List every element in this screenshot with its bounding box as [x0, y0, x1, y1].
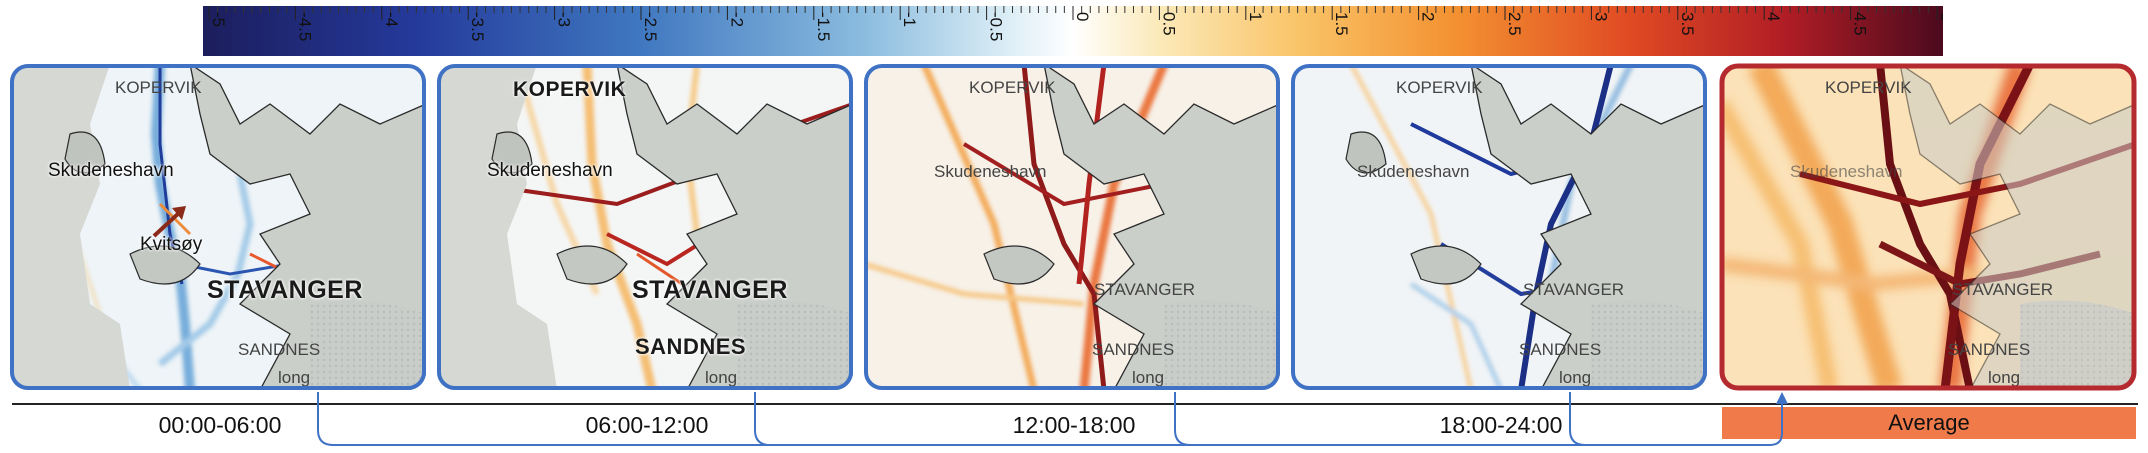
map-2 — [864, 64, 1280, 390]
label-jong: long — [1132, 368, 1165, 387]
panel-border-1 — [437, 64, 853, 390]
label-kopervik: KOPERVIK — [1396, 78, 1483, 97]
label-jong: long — [278, 368, 311, 387]
map-0 — [10, 64, 426, 390]
colorbar-tick-label: 2 — [1419, 12, 1438, 21]
label-stavanger: STAVANGER — [1952, 280, 2054, 299]
colorbar-tick-label: 4.5 — [1851, 12, 1870, 36]
map-panel-06-12: KOPERVIK Skudeneshavn STAVANGER SANDNES … — [437, 64, 853, 390]
colorbar-tick-label: 2.5 — [1505, 12, 1524, 36]
label-kvitsoy: Kvitsøy — [140, 234, 203, 255]
label-sandnes: SANDNES — [1092, 340, 1175, 359]
label-sandnes: SANDNES — [1519, 340, 1602, 359]
colorbar-tick-label: -4.5 — [295, 12, 314, 41]
map-panel-12-18: KOPERVIK Skudeneshavn STAVANGER SANDNES … — [864, 64, 1280, 390]
label-skudeneshavn: Skudeneshavn — [934, 162, 1047, 181]
colorbar-tick-label: 3 — [1591, 12, 1610, 21]
colorbar-tick-label: 3.5 — [1678, 12, 1697, 36]
label-jong: long — [1559, 368, 1592, 387]
colorbar-tick-label: -3 — [555, 12, 574, 27]
label-skudeneshavn: Skudeneshavn — [1357, 162, 1470, 181]
colorbar-tick-label: -4 — [382, 12, 401, 27]
panel-border-average — [1719, 63, 2137, 391]
time-label-18-24: 18:00-24:00 — [1439, 412, 1563, 438]
label-kopervik: KOPERVIK — [513, 78, 627, 101]
kvitsoy-arrow-icon — [152, 206, 186, 238]
label-sandnes: SANDNES — [635, 334, 747, 359]
label-sandnes: SANDNES — [238, 340, 321, 359]
average-label: Average — [1722, 407, 2136, 439]
label-skudeneshavn: Skudeneshavn — [1790, 162, 1903, 181]
colorbar-tick-label: -1.5 — [814, 12, 833, 41]
label-skudeneshavn: Skudeneshavn — [48, 160, 174, 181]
colorbar-tick-label: 1 — [1246, 12, 1265, 21]
label-kopervik: KOPERVIK — [115, 78, 202, 97]
panel-border-0 — [10, 64, 426, 390]
map-3 — [1291, 64, 1707, 390]
map-4 — [1720, 64, 2136, 390]
colorbar-tick-label: -2.5 — [641, 12, 660, 41]
colorbar-tick-label: -1 — [900, 12, 919, 27]
label-jong: long — [705, 368, 738, 387]
time-label-12-18: 12:00-18:00 — [1012, 412, 1136, 438]
colorbar-minor-ticks — [208, 6, 1938, 20]
label-kopervik: KOPERVIK — [969, 78, 1056, 97]
colorbar-tick-label: 1.5 — [1332, 12, 1351, 36]
colorbar-tick-label: 5 — [1937, 12, 1943, 21]
label-jong: long — [1988, 368, 2021, 387]
label-stavanger: STAVANGER — [207, 276, 363, 304]
timeline-axis — [12, 403, 2138, 405]
map-panel-18-24: KOPERVIK Skudeneshavn STAVANGER SANDNES … — [1291, 64, 1707, 390]
label-stavanger: STAVANGER — [1523, 280, 1625, 299]
map-panel-00-06: KOPERVIK Skudeneshavn Kvitsøy STAVANGER … — [10, 64, 426, 390]
colorbar-tick-labels: -5 -4.5 -4 -3.5 -3 -2.5 -2 -1.5 -1 -0.5 0 0.5 1 1.5 2 2… — [209, 12, 1943, 41]
map-panel-average: KOPERVIK Skudeneshavn STAVANGER SANDNES … — [1720, 64, 2136, 390]
label-stavanger: STAVANGER — [1094, 280, 1196, 299]
panel-border-2 — [864, 64, 1280, 390]
colorbar-tick-label: -5 — [209, 12, 228, 27]
map-1 — [437, 64, 853, 390]
colorbar-tick-label: -0.5 — [987, 12, 1006, 41]
label-kopervik: KOPERVIK — [1825, 78, 1912, 97]
colorbar-tick-label: -3.5 — [468, 12, 487, 41]
time-label-06-12: 06:00-12:00 — [585, 412, 709, 438]
time-label-00-06: 00:00-06:00 — [158, 412, 282, 438]
label-stavanger: STAVANGER — [632, 276, 788, 304]
colorbar-tick-label: 4 — [1764, 12, 1783, 21]
colorbar-tick-label: -2 — [727, 12, 746, 27]
panel-border-3 — [1291, 64, 1707, 390]
label-sandnes: SANDNES — [1948, 340, 2031, 359]
colorbar-tick-label: 0.5 — [1159, 12, 1178, 36]
colorbar: -5 -4.5 -4 -3.5 -3 -2.5 -2 -1.5 -1 -0.5 0 0.5 1 1.5 2 2… — [203, 6, 1943, 56]
label-skudeneshavn: Skudeneshavn — [487, 160, 613, 181]
colorbar-tick-label: 0 — [1073, 12, 1092, 21]
